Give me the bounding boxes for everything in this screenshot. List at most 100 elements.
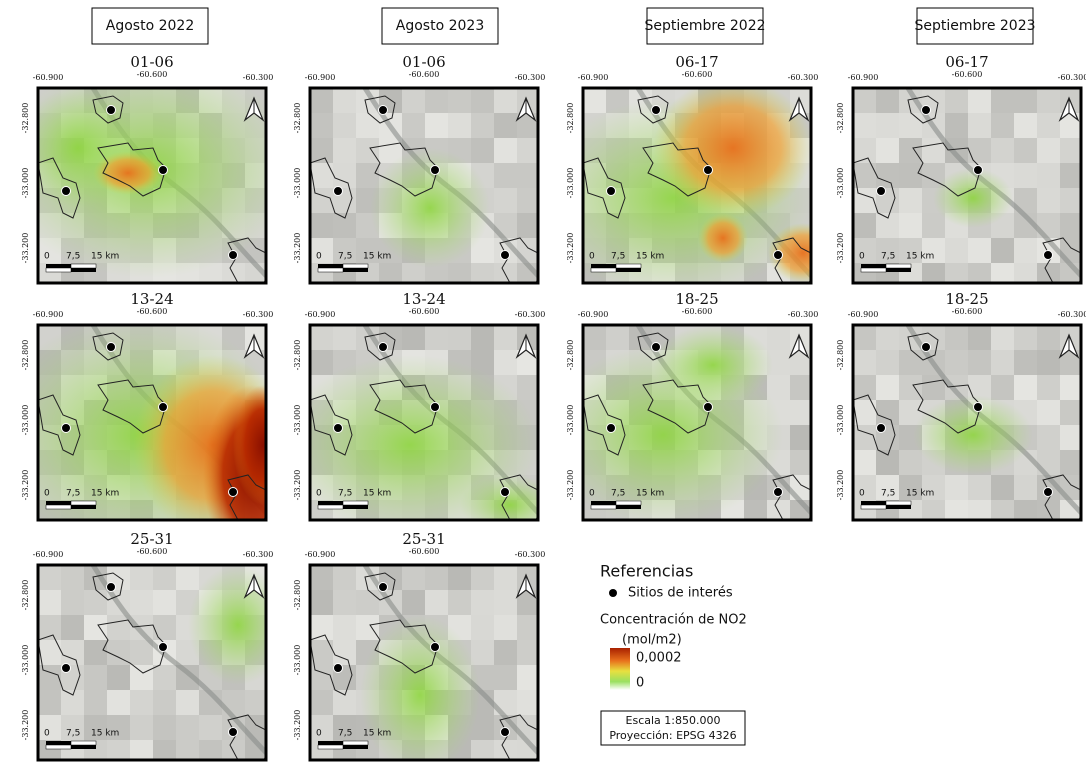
terrain-cell [517,640,538,665]
terrain-cell [333,325,356,350]
terrain-cell [333,640,356,665]
terrain-cell [853,188,876,213]
terrain-cell [991,375,1014,400]
terrain-cell [38,615,61,640]
y-tick-label: -33.000 [21,168,30,199]
x-tick-label: -60.600 [682,70,713,79]
terrain-cell [448,88,471,113]
no2-hotspot [233,385,266,505]
map-frame [36,323,268,522]
terrain-cell [899,238,922,263]
site-dot [61,423,71,433]
terrain-cell [333,590,356,615]
x-tick-label: -60.900 [305,310,336,319]
terrain-cell [945,138,968,163]
scale-label: 7,5 [66,252,80,262]
map-frame [851,86,1083,285]
terrain-cell [310,138,333,163]
scale-bar [71,505,96,509]
y-tick-label: -33.200 [21,233,30,264]
terrain-cell [107,690,130,715]
city-outline [97,619,167,674]
map-panel: 13-24 -60.900 -60.600 -60.300 -32.800 -33.000… [293,290,545,522]
terrain-cell [922,138,945,163]
site-dot [703,165,713,175]
city-outline [369,142,439,197]
terrain-cell [61,615,84,640]
y-tick-label: -32.800 [293,103,302,134]
scale-bar [317,744,344,750]
terrain-cell [922,500,945,520]
map-panel: 25-31 -60.900 -60.600 -60.300 -32.800 -33.000… [293,530,545,762]
column-header-box [646,7,764,45]
site-dot [106,582,116,592]
map-panel: 06-17 -60.900 -60.600 -60.300 -32.800 -33.000… [836,53,1086,285]
scale-bar [343,505,368,509]
city-outline [637,332,669,361]
scale-bar [45,267,72,273]
terrain-cell [1037,163,1060,188]
terrain-cell [1060,450,1081,475]
site-dot [973,402,983,412]
legend-unit: (mol/m2) [622,633,682,648]
panel-title: 18-25 [675,290,718,308]
terrain-cell [310,590,333,615]
city-outline [310,634,353,696]
map-frame [851,323,1083,522]
terrain-cell [425,565,448,590]
no2-hotspot [913,395,1033,475]
map-frame [581,323,813,522]
site-dot [1043,487,1053,497]
city-outline [364,332,396,361]
scale-bar [318,741,343,745]
terrain-cell [425,88,448,113]
terrain-cell [1037,350,1060,375]
terrain-cell [333,163,356,188]
x-tick-label: -60.600 [952,70,983,79]
terrain-cell [1060,425,1081,450]
terrain-cell [425,113,448,138]
scale-label: 15 km [363,489,391,499]
site-dot [606,186,616,196]
scale-label: 7,5 [338,729,352,739]
x-tick-label: -60.600 [952,307,983,316]
terrain-cell [876,350,899,375]
terrain-cell [1037,425,1060,450]
terrain-cell [1037,263,1060,283]
y-tick-label: -33.200 [293,233,302,264]
scale-bar [45,504,72,510]
y-tick-label: -32.800 [21,103,30,134]
terrain-cell [876,475,899,500]
scale-label: 0 [859,252,865,262]
terrain-cell [107,615,130,640]
terrain-cell [425,590,448,615]
y-tick-label: -33.000 [293,645,302,676]
terrain-cell [176,565,199,590]
scale-label: 0 [589,489,595,499]
site-dot [378,105,388,115]
terrain-cell [899,375,922,400]
terrain-cell [448,590,471,615]
terrain-cell [153,615,176,640]
x-tick-label: -60.900 [848,310,879,319]
map-area: 0 7,5 15 km [38,325,266,520]
scale-label: 15 km [91,252,119,262]
terrain-cell [853,475,876,500]
terrain-cell [356,238,379,263]
site-dot [333,423,343,433]
terrain-cell [899,163,922,188]
scale-label: 0 [44,489,50,499]
terrain-cell [84,715,107,740]
terrain-cell [968,88,991,113]
terrain-cell [130,740,153,760]
scale-bar [70,500,97,506]
terrain-cell [945,475,968,500]
terrain-cell [471,88,494,113]
city-outline [92,332,124,361]
x-tick-label: -60.600 [409,307,440,316]
terrain-cell [517,665,538,690]
y-tick-label: -32.800 [836,340,845,371]
terrain-cell [356,325,379,350]
terrain-cell [1014,238,1037,263]
